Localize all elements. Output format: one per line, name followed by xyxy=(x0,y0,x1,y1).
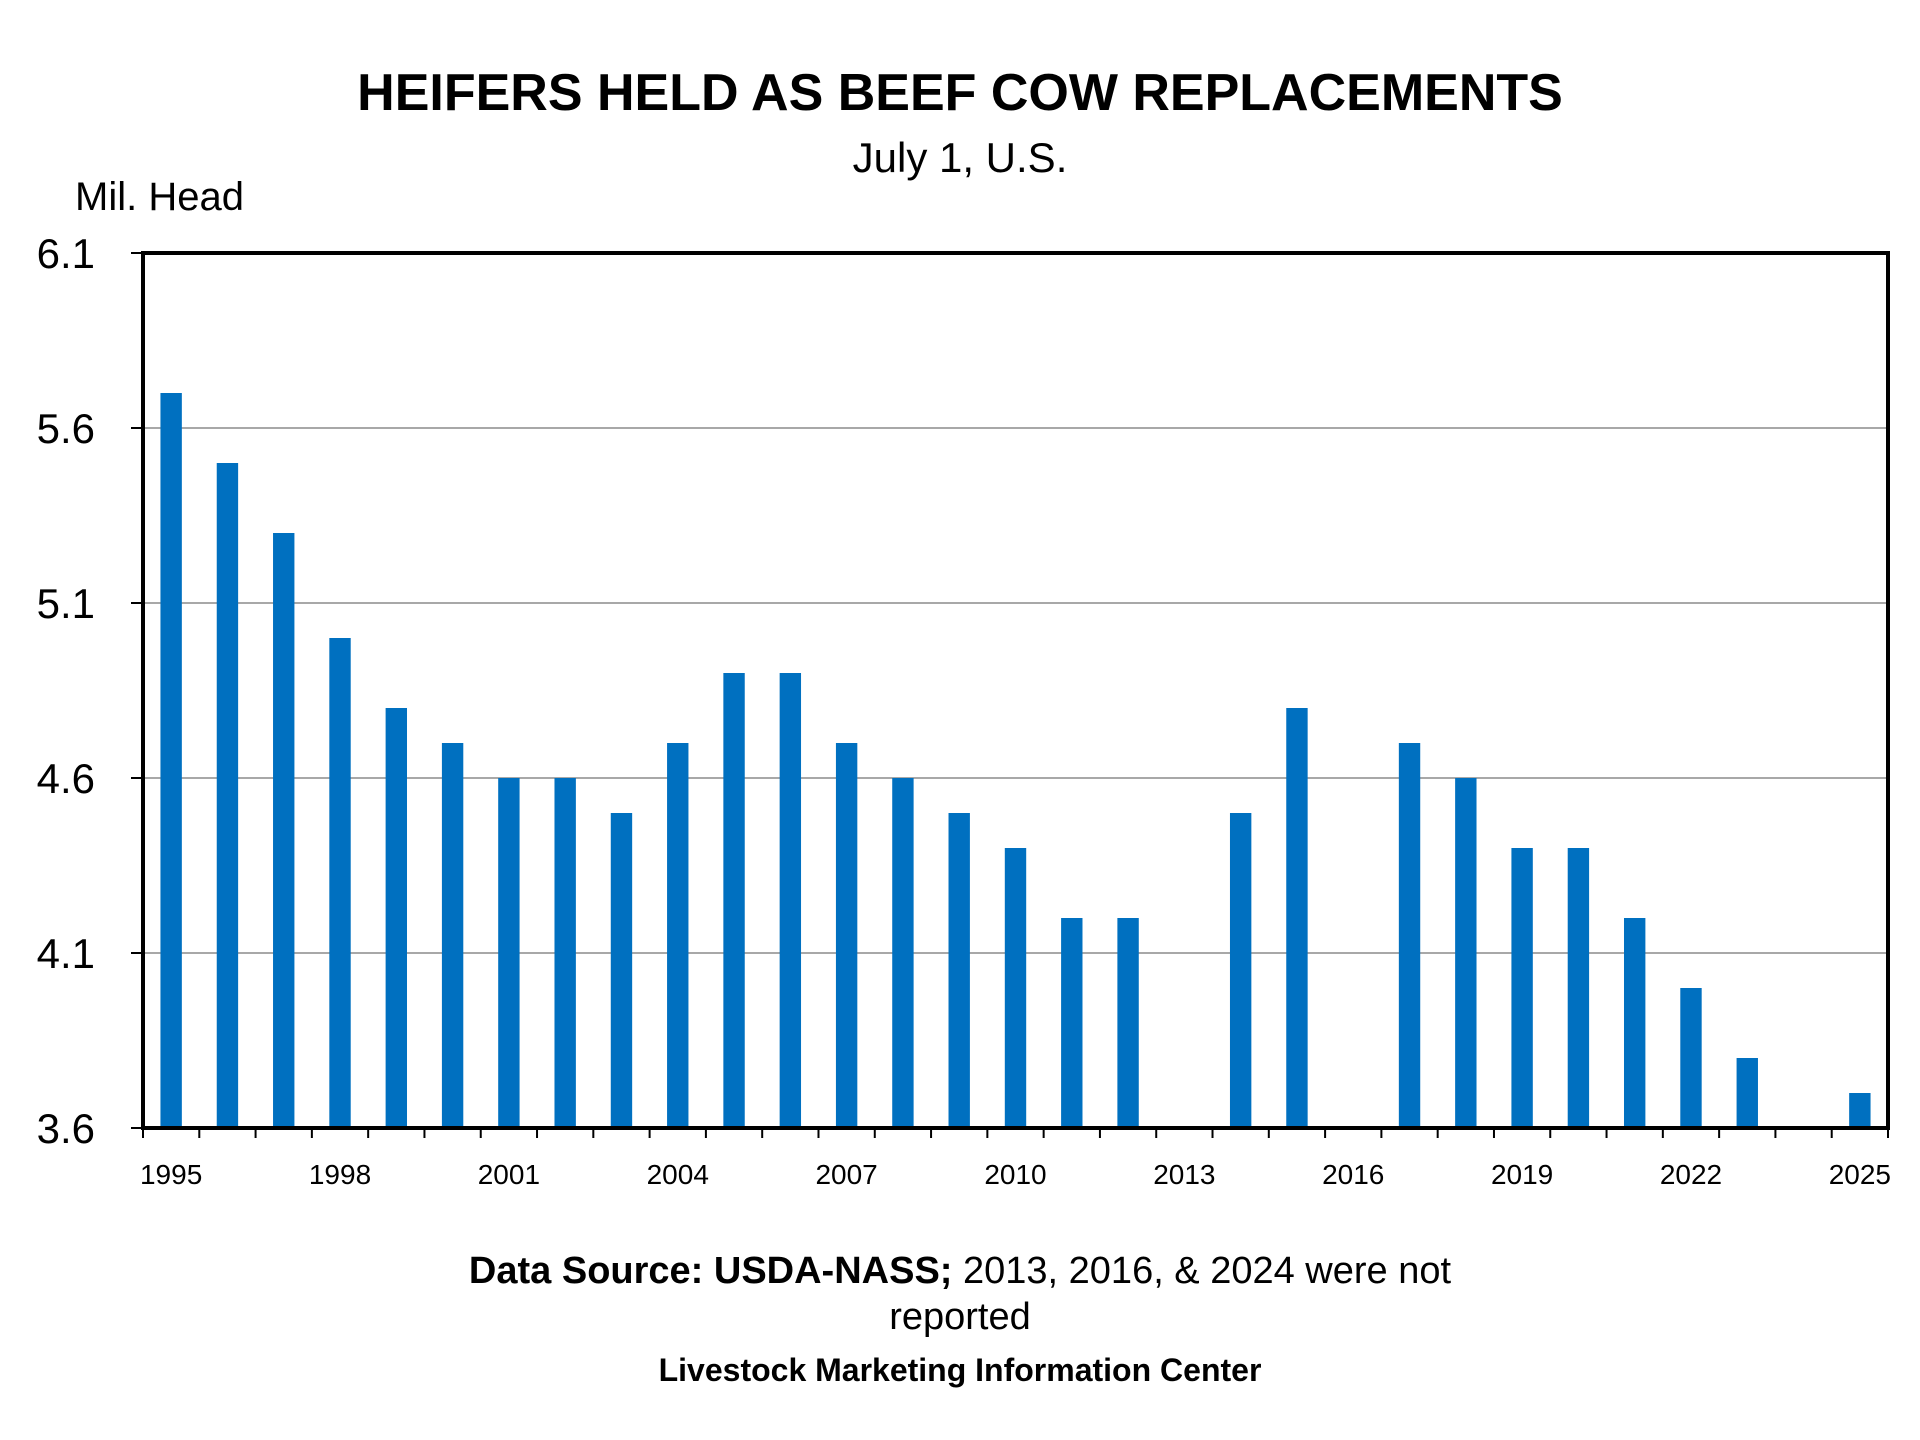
x-tick-label: 2022 xyxy=(1660,1159,1722,1190)
x-tick-label: 2001 xyxy=(478,1159,540,1190)
bar-2014 xyxy=(1229,813,1252,1128)
bar-2019 xyxy=(1511,848,1533,1128)
data-source-note: Data Source: USDA-NASS; 2013, 2016, & 20… xyxy=(0,1248,1920,1340)
bar-2009 xyxy=(948,813,970,1128)
bar-1995 xyxy=(160,393,182,1128)
bar-2022 xyxy=(1680,988,1702,1128)
bar-1997 xyxy=(273,533,295,1128)
bar-1996 xyxy=(216,463,239,1128)
y-tick-label: 5.6 xyxy=(37,405,95,452)
bars xyxy=(160,393,1871,1128)
x-tick-label: 1998 xyxy=(309,1159,371,1190)
y-tick-label: 3.6 xyxy=(37,1105,95,1152)
y-tick-label: 5.1 xyxy=(37,580,95,627)
x-tick-label: 2010 xyxy=(984,1159,1046,1190)
x-tick-label: 2016 xyxy=(1322,1159,1384,1190)
bar-2006 xyxy=(779,673,802,1128)
x-tick-label: 2004 xyxy=(647,1159,709,1190)
bar-2007 xyxy=(835,743,858,1128)
bar-2003 xyxy=(610,813,633,1128)
ticks xyxy=(131,252,1889,1138)
bar-2018 xyxy=(1455,778,1477,1128)
x-tick-label: 2007 xyxy=(815,1159,877,1190)
bar-2020 xyxy=(1567,848,1590,1128)
plot-frame xyxy=(141,251,1890,1130)
bar-2025 xyxy=(1849,1093,1871,1128)
y-tick-label: 6.1 xyxy=(37,230,95,277)
bar-2010 xyxy=(1004,848,1027,1128)
bar-2001 xyxy=(498,778,520,1128)
bar-2021 xyxy=(1623,918,1646,1128)
x-tick-label: 1995 xyxy=(140,1159,202,1190)
bar-2002 xyxy=(554,778,576,1128)
bar-2015 xyxy=(1286,708,1308,1128)
x-tick-label: 2013 xyxy=(1153,1159,1215,1190)
bar-2017 xyxy=(1398,743,1421,1128)
chart-title: HEIFERS HELD AS BEEF COW REPLACEMENTS xyxy=(357,64,1563,122)
data-source-note-text-2: reported xyxy=(889,1296,1031,1338)
x-tick-label: 2025 xyxy=(1829,1159,1891,1190)
y-tick-label: 4.6 xyxy=(37,755,95,802)
bar-2012 xyxy=(1117,918,1139,1128)
x-tick-labels: 1995 1998 2001 2004 2007 2010 2013 2016 2019 2022… xyxy=(140,1159,1891,1190)
data-source-label: Data Source: USDA-NASS; xyxy=(468,1250,953,1292)
bar-1998 xyxy=(329,638,351,1128)
bar-1999 xyxy=(385,708,408,1128)
x-tick-label: 2019 xyxy=(1491,1159,1553,1190)
y-tick-label: 4.1 xyxy=(37,930,95,977)
bar-2023 xyxy=(1736,1058,1758,1128)
bar-2011 xyxy=(1061,918,1083,1128)
chart-subtitle: July 1, U.S. xyxy=(853,134,1068,181)
bar-2008 xyxy=(892,778,914,1128)
y-tick-labels: 3.6 4.1 4.6 5.1 5.6 6.1 xyxy=(37,230,95,1152)
y-axis-label: Mil. Head xyxy=(75,175,244,219)
data-source-note-text: 2013, 2016, & 2024 were not xyxy=(952,1250,1452,1292)
bar-2005 xyxy=(723,673,745,1128)
organization-credit: Livestock Marketing Information Center xyxy=(658,1352,1262,1388)
bar-2004 xyxy=(667,743,689,1128)
bar-2000 xyxy=(441,743,464,1128)
